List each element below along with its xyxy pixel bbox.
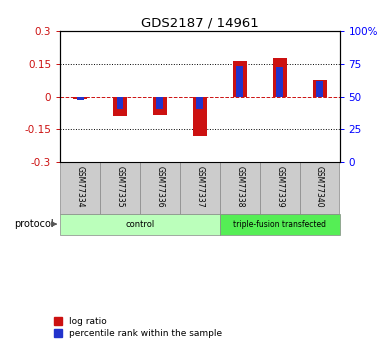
Legend: log ratio, percentile rank within the sample: log ratio, percentile rank within the sa…	[50, 314, 226, 342]
Bar	[193, 97, 207, 136]
Bar	[100, 162, 140, 214]
Bar	[233, 60, 247, 97]
Bar	[113, 97, 127, 116]
Bar	[60, 214, 220, 235]
Bar	[60, 162, 100, 214]
Text: control: control	[125, 219, 154, 229]
Bar	[273, 58, 287, 97]
Bar	[276, 67, 283, 97]
Bar	[153, 97, 167, 115]
Bar	[140, 162, 180, 214]
Bar	[73, 97, 87, 99]
Bar	[220, 214, 340, 235]
Bar	[236, 66, 243, 97]
Bar	[156, 97, 163, 109]
Title: GDS2187 / 14961: GDS2187 / 14961	[141, 17, 259, 30]
Bar	[300, 162, 340, 214]
Bar	[316, 81, 323, 97]
Text: protocol: protocol	[14, 219, 54, 229]
Bar	[180, 162, 220, 214]
Bar	[260, 162, 300, 214]
Text: GSM77335: GSM77335	[116, 166, 125, 208]
Text: GSM77338: GSM77338	[235, 166, 244, 208]
Bar	[116, 97, 123, 109]
Text: GSM77336: GSM77336	[156, 166, 165, 208]
Text: GSM77339: GSM77339	[275, 166, 284, 208]
Text: GSM77340: GSM77340	[315, 166, 324, 208]
Bar	[196, 97, 203, 109]
Bar	[76, 97, 83, 100]
Text: GSM77337: GSM77337	[195, 166, 204, 208]
Text: triple-fusion transfected: triple-fusion transfected	[233, 219, 326, 229]
Text: GSM77334: GSM77334	[76, 166, 85, 208]
Bar	[220, 162, 260, 214]
Bar	[313, 80, 327, 97]
